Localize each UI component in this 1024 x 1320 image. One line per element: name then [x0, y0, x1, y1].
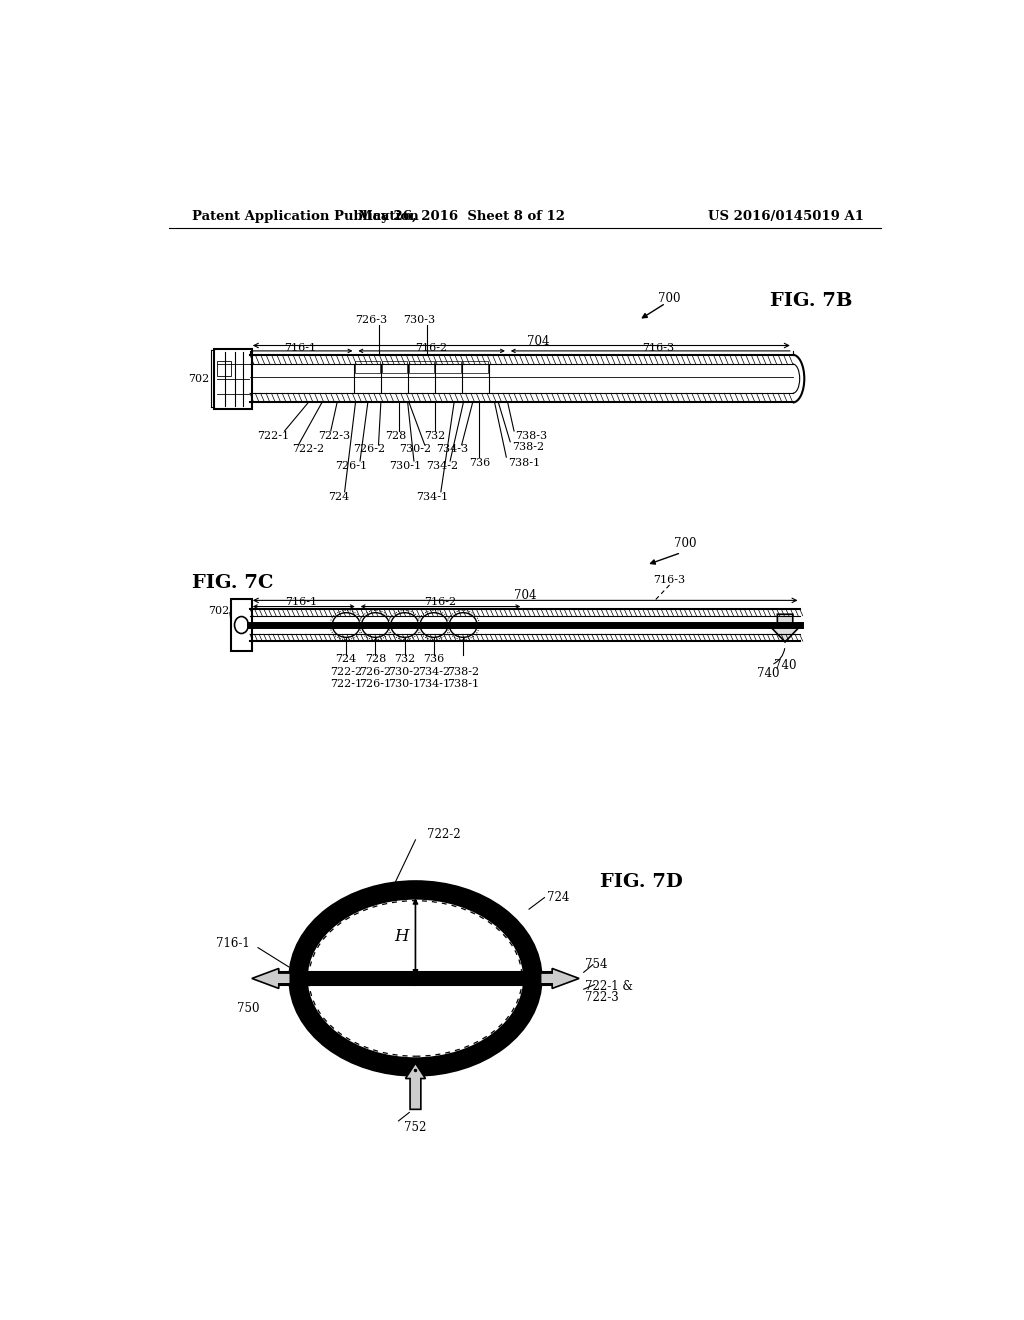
Ellipse shape: [333, 612, 360, 638]
Bar: [463, 362, 487, 372]
Ellipse shape: [361, 612, 389, 638]
Text: FIG. 7D: FIG. 7D: [600, 874, 683, 891]
FancyArrowPatch shape: [774, 648, 784, 664]
Text: 716-3: 716-3: [653, 576, 686, 585]
Polygon shape: [406, 1063, 425, 1109]
Text: 726-2: 726-2: [359, 667, 391, 677]
Text: 726-1: 726-1: [359, 678, 391, 689]
Bar: [217, 360, 231, 376]
Text: May 26, 2016  Sheet 8 of 12: May 26, 2016 Sheet 8 of 12: [358, 210, 565, 223]
Ellipse shape: [418, 610, 451, 640]
Bar: [416, 972, 552, 985]
Bar: [230, 599, 252, 651]
Text: 728: 728: [365, 653, 386, 664]
Text: 722-1: 722-1: [257, 430, 289, 441]
Text: 730-2: 730-2: [399, 445, 431, 454]
Text: 736: 736: [423, 653, 444, 664]
Text: 722-2: 722-2: [427, 828, 461, 841]
Text: 716-2: 716-2: [416, 343, 447, 352]
Bar: [279, 972, 416, 985]
Text: 722-3: 722-3: [317, 430, 350, 441]
Text: 724: 724: [336, 653, 356, 664]
Ellipse shape: [298, 890, 532, 1067]
Text: 734-2: 734-2: [426, 462, 459, 471]
Text: 740: 740: [774, 659, 797, 672]
Text: 726-1: 726-1: [336, 462, 368, 471]
Text: FIG. 7C: FIG. 7C: [193, 574, 273, 593]
Text: US 2016/0145019 A1: US 2016/0145019 A1: [708, 210, 864, 223]
Text: FIG. 7B: FIG. 7B: [770, 292, 852, 310]
Bar: [214, 348, 252, 409]
Text: 716-1: 716-1: [284, 343, 316, 352]
Text: 722-3: 722-3: [586, 991, 618, 1005]
Text: 734-1: 734-1: [417, 492, 449, 502]
Text: 702: 702: [188, 374, 210, 384]
Text: 732: 732: [394, 653, 416, 664]
Text: 716-1: 716-1: [286, 597, 317, 607]
Text: 738-3: 738-3: [515, 430, 548, 441]
Text: 738-2: 738-2: [512, 442, 544, 453]
Ellipse shape: [388, 610, 421, 640]
Text: 726-3: 726-3: [355, 315, 388, 325]
Text: 704: 704: [514, 589, 536, 602]
Text: 732: 732: [424, 430, 445, 441]
Text: Patent Application Publication: Patent Application Publication: [193, 210, 419, 223]
Text: 722-1: 722-1: [330, 678, 362, 689]
Ellipse shape: [450, 612, 477, 638]
Text: 730-3: 730-3: [403, 315, 435, 325]
Text: 724: 724: [547, 891, 569, 904]
Text: 754: 754: [586, 958, 608, 972]
Text: 704: 704: [527, 335, 550, 348]
Text: 738-1: 738-1: [508, 458, 540, 467]
Text: 722-2: 722-2: [292, 445, 325, 454]
Text: H: H: [394, 928, 409, 945]
Text: 730-1: 730-1: [389, 678, 421, 689]
Text: 730-1: 730-1: [389, 462, 422, 471]
Polygon shape: [768, 614, 802, 642]
Bar: [409, 362, 434, 372]
Text: 738-1: 738-1: [447, 678, 479, 689]
Text: 722-1 &: 722-1 &: [586, 979, 633, 993]
Bar: [382, 362, 407, 372]
Text: 740: 740: [757, 667, 779, 680]
Text: 738-2: 738-2: [447, 667, 479, 677]
Text: 728: 728: [386, 430, 407, 441]
Text: 734-1: 734-1: [418, 678, 450, 689]
Text: 734-3: 734-3: [436, 445, 469, 454]
Text: 716-1: 716-1: [216, 937, 250, 950]
Text: 734-2: 734-2: [418, 667, 450, 677]
Bar: [354, 362, 380, 372]
Polygon shape: [541, 969, 580, 989]
Text: 750: 750: [237, 1002, 259, 1015]
Text: 716-2: 716-2: [424, 597, 456, 607]
Ellipse shape: [447, 610, 479, 640]
Text: 730-2: 730-2: [389, 667, 421, 677]
Ellipse shape: [391, 612, 419, 638]
Text: 724: 724: [328, 492, 349, 502]
Polygon shape: [252, 969, 291, 989]
Text: 700: 700: [658, 292, 681, 305]
Ellipse shape: [359, 610, 391, 640]
Ellipse shape: [330, 610, 362, 640]
Bar: [435, 362, 461, 372]
Ellipse shape: [420, 612, 447, 638]
Text: 726-2: 726-2: [353, 445, 385, 454]
Ellipse shape: [234, 616, 249, 634]
Text: 700: 700: [674, 537, 696, 550]
Text: 702: 702: [208, 606, 229, 616]
Text: 722-2: 722-2: [330, 667, 362, 677]
Text: 736: 736: [469, 458, 490, 467]
Text: 716-3: 716-3: [642, 343, 674, 352]
Text: 752: 752: [404, 1121, 427, 1134]
